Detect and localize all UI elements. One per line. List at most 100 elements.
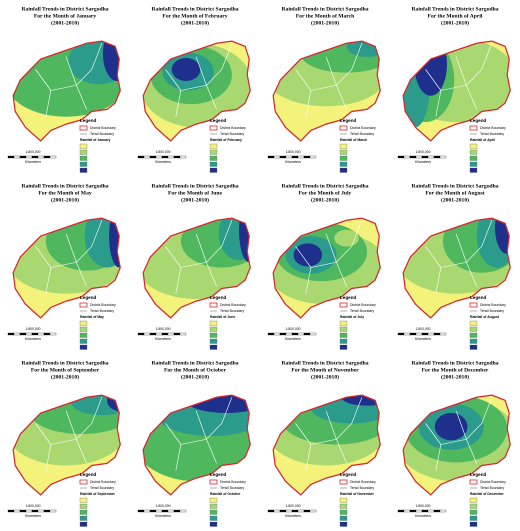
legend-swatch (209, 509, 218, 515)
legend-swatch (79, 320, 88, 326)
scale-segment (167, 332, 175, 336)
tehsil-boundary (425, 43, 493, 117)
legend: Legend District Boundary Tehsil Boundary Ra… (209, 472, 246, 527)
legend-swatch (209, 479, 218, 485)
panel-month: For the Month of November (291, 367, 359, 373)
legend-swatch (339, 509, 348, 515)
zone (494, 218, 511, 254)
scale-segment (43, 332, 51, 336)
scale-segment (149, 332, 157, 336)
legend-swatch (209, 143, 218, 149)
legend-label: Tehsil Boundary (90, 132, 114, 136)
scale-ratio: 1:800,000 (285, 150, 300, 154)
scale-segment (25, 332, 33, 336)
legend-swatch (469, 326, 478, 332)
legend-label: Rainfall of September (80, 492, 116, 496)
district-map (402, 394, 511, 496)
legend-label: Rainfall of January (80, 138, 110, 142)
scale-units: Kilometers (285, 337, 301, 341)
scale-units: Kilometers (25, 160, 41, 164)
scale-segment (13, 509, 21, 513)
legend-label: Rainfall of May (80, 315, 104, 319)
legend-title: Legend (80, 472, 97, 477)
zone (414, 41, 448, 96)
legend-title: Legend (80, 295, 97, 300)
tehsil-boundary (165, 43, 233, 117)
legend-swatch (469, 332, 478, 338)
scale-segment (421, 155, 429, 159)
scale-segment (149, 509, 157, 513)
legend-label: District Boundary (480, 126, 506, 130)
legend-swatch (469, 338, 478, 344)
scale-segment (37, 332, 45, 336)
panel-title: Rainfall Trends in District Sargodha (411, 360, 498, 366)
scale-segment (309, 155, 317, 159)
legend-label: Tehsil Boundary (480, 132, 504, 136)
map-panel: Rainfall Trends in District SargodhaFor … (397, 183, 511, 350)
scale-segment (439, 332, 447, 336)
scale-ratio: 1:800,000 (155, 504, 170, 508)
legend-swatch (79, 521, 88, 527)
map-panel: Rainfall Trends in District SargodhaFor … (7, 183, 121, 350)
legend-label: Tehsil Boundary (480, 486, 504, 490)
scale-segment (409, 332, 417, 336)
scale-segment (179, 332, 187, 336)
legend-swatch (339, 161, 348, 167)
legend-label: Rainfall of October (210, 492, 241, 496)
scale-segment (179, 509, 187, 513)
legend-swatch (79, 149, 88, 155)
tehsil-boundary (35, 43, 103, 117)
zone (185, 395, 251, 413)
scale-segment (137, 332, 145, 336)
legend-swatch (79, 338, 88, 344)
legend-label: Tehsil Boundary (350, 486, 374, 490)
scale-segment (397, 509, 405, 513)
scale-ratio: 1:800,000 (155, 327, 170, 331)
legend-swatch (339, 332, 348, 338)
scale-units: Kilometers (285, 160, 301, 164)
panel-period: (2001-2010) (311, 196, 339, 203)
scale-segment (397, 332, 405, 336)
scale-bar: 1:800,000 Kilometers (137, 150, 187, 164)
scale-segment (309, 332, 317, 336)
scale-segment (49, 155, 57, 159)
legend-swatch (79, 326, 88, 332)
legend-swatch (469, 149, 478, 155)
tehsil-boundary (295, 220, 363, 294)
scale-segment (309, 509, 317, 513)
legend-swatch (209, 161, 218, 167)
scale-ratio: 1:800,000 (25, 327, 40, 331)
legend: Legend District Boundary Tehsil Boundary Ra… (79, 295, 116, 350)
scale-segment (303, 155, 311, 159)
panel-title: Rainfall Trends in District Sargodha (281, 183, 368, 189)
scale-segment (25, 155, 33, 159)
legend-swatch (209, 515, 218, 521)
legend-swatch (339, 149, 348, 155)
tehsil-boundary (165, 397, 233, 471)
scale-segment (421, 332, 429, 336)
legend-swatch (469, 143, 478, 149)
scale-units: Kilometers (415, 514, 431, 518)
legend-title: Legend (210, 472, 227, 477)
scale-segment (439, 155, 447, 159)
panel-title: Rainfall Trends in District Sargodha (21, 360, 108, 366)
legend: Legend District Boundary Tehsil Boundary Ra… (469, 118, 506, 173)
panel-month: For the Month of September (31, 367, 100, 373)
panel-month: For the Month of April (428, 13, 483, 19)
panel-title: Rainfall Trends in District Sargodha (281, 360, 368, 366)
legend-swatch (209, 149, 218, 155)
legend-title: Legend (340, 295, 357, 300)
map-panel: Rainfall Trends in District SargodhaFor … (397, 360, 511, 527)
panel-month: For the Month of May (38, 190, 92, 196)
scale-segment (13, 155, 21, 159)
tehsil-boundary (295, 397, 363, 471)
legend-title: Legend (470, 118, 487, 123)
panel-period: (2001-2010) (441, 19, 469, 26)
panel-title: Rainfall Trends in District Sargodha (21, 183, 108, 189)
scale-segment (31, 509, 39, 513)
scale-segment (285, 155, 293, 159)
panel-month: For the Month of January (34, 13, 97, 19)
legend-swatch (469, 479, 478, 485)
tehsil-boundary (425, 397, 493, 471)
